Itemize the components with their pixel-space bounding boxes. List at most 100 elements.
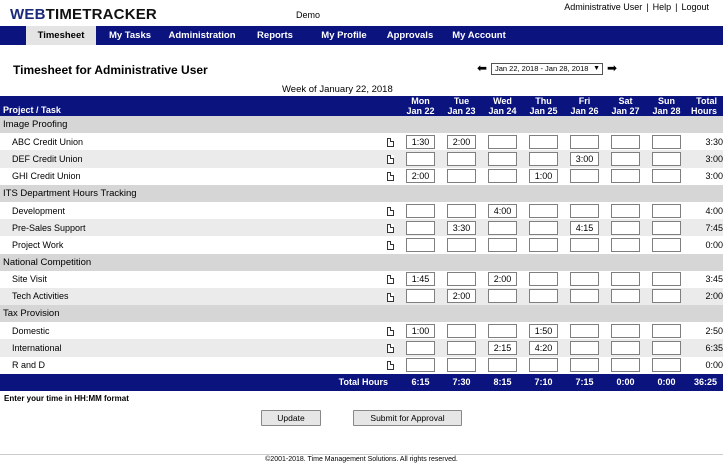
hours-input[interactable] [406,289,435,304]
hours-input[interactable] [652,289,681,304]
hours-input[interactable]: 4:15 [570,220,599,235]
note-document-icon[interactable] [386,137,394,147]
hours-input[interactable] [570,341,599,356]
hours-input[interactable] [488,358,517,373]
hours-input[interactable] [406,358,435,373]
hours-input[interactable] [529,134,558,149]
hours-input[interactable] [447,237,476,252]
hours-input[interactable]: 2:15 [488,341,517,356]
hours-input[interactable]: 1:00 [529,169,558,184]
nav-tab-administration[interactable]: Administration [168,30,236,41]
hours-input[interactable] [447,203,476,218]
update-button[interactable]: Update [261,410,321,426]
hours-input[interactable] [570,323,599,338]
hours-input[interactable] [406,237,435,252]
hours-input[interactable] [406,341,435,356]
hours-input[interactable] [652,358,681,373]
hours-input[interactable] [488,220,517,235]
next-week-arrow-icon[interactable]: ➡ [607,61,618,75]
week-select[interactable]: Jan 22, 2018 - Jan 28, 2018 ▼ [491,63,603,75]
hours-input[interactable] [488,237,517,252]
hours-input[interactable] [570,169,599,184]
hours-input[interactable] [570,358,599,373]
hours-input[interactable] [611,323,640,338]
hours-input[interactable]: 2:00 [406,169,435,184]
hours-input[interactable] [529,358,558,373]
hours-input[interactable] [447,169,476,184]
hours-input[interactable] [652,272,681,287]
hours-input[interactable] [611,203,640,218]
hours-input[interactable]: 1:00 [406,323,435,338]
note-document-icon[interactable] [386,155,394,165]
nav-tab-reports[interactable]: Reports [257,30,293,41]
note-document-icon[interactable] [386,223,394,233]
hours-input[interactable] [652,151,681,166]
nav-tab-timesheet[interactable]: Timesheet [26,26,96,45]
hours-input[interactable] [611,289,640,304]
hours-input[interactable] [652,169,681,184]
hours-input[interactable] [447,151,476,166]
hours-input[interactable] [611,341,640,356]
hours-input[interactable]: 1:45 [406,272,435,287]
help-link[interactable]: Help [652,2,672,12]
hours-input[interactable] [611,237,640,252]
hours-input[interactable] [652,237,681,252]
hours-input[interactable] [488,151,517,166]
hours-input[interactable] [652,220,681,235]
hours-input[interactable] [447,323,476,338]
hours-input[interactable] [529,237,558,252]
note-document-icon[interactable] [386,172,394,182]
hours-input[interactable]: 1:50 [529,323,558,338]
hours-input[interactable] [570,289,599,304]
hours-input[interactable]: 2:00 [447,289,476,304]
note-document-icon[interactable] [386,275,394,285]
hours-input[interactable] [488,169,517,184]
logout-link[interactable]: Logout [681,2,709,12]
hours-input[interactable]: 3:00 [570,151,599,166]
nav-tab-my-account[interactable]: My Account [452,30,506,41]
hours-input[interactable] [611,358,640,373]
hours-input[interactable] [406,220,435,235]
nav-tab-approvals[interactable]: Approvals [386,30,434,41]
user-profile-link[interactable]: Administrative User [564,2,643,12]
submit-for-approval-button[interactable]: Submit for Approval [353,410,462,426]
hours-input[interactable] [406,151,435,166]
note-document-icon[interactable] [386,292,394,302]
hours-input[interactable] [529,151,558,166]
note-document-icon[interactable] [386,206,394,216]
hours-input[interactable]: 3:30 [447,220,476,235]
hours-input[interactable] [529,203,558,218]
nav-tab-my-profile[interactable]: My Profile [321,30,367,41]
hours-input[interactable] [570,237,599,252]
hours-input[interactable] [611,134,640,149]
hours-input[interactable] [488,289,517,304]
note-document-icon[interactable] [386,240,394,250]
hours-input[interactable] [611,272,640,287]
hours-input[interactable] [570,272,599,287]
hours-input[interactable] [611,169,640,184]
hours-input[interactable] [447,358,476,373]
hours-input[interactable] [570,203,599,218]
hours-input[interactable]: 1:30 [406,134,435,149]
hours-input[interactable] [570,134,599,149]
hours-input[interactable] [529,289,558,304]
hours-input[interactable] [652,341,681,356]
hours-input[interactable] [611,220,640,235]
hours-input[interactable] [652,323,681,338]
note-document-icon[interactable] [386,326,394,336]
hours-input[interactable]: 2:00 [488,272,517,287]
previous-week-arrow-icon[interactable]: ⬅ [477,61,488,75]
hours-input[interactable] [488,323,517,338]
hours-input[interactable]: 4:00 [488,203,517,218]
hours-input[interactable] [488,134,517,149]
hours-input[interactable] [529,220,558,235]
nav-tab-my-tasks[interactable]: My Tasks [108,30,152,41]
hours-input[interactable] [652,203,681,218]
note-document-icon[interactable] [386,361,394,371]
hours-input[interactable] [447,272,476,287]
hours-input[interactable] [652,134,681,149]
hours-input[interactable]: 2:00 [447,134,476,149]
hours-input[interactable]: 4:20 [529,341,558,356]
hours-input[interactable] [447,341,476,356]
note-document-icon[interactable] [386,344,394,354]
